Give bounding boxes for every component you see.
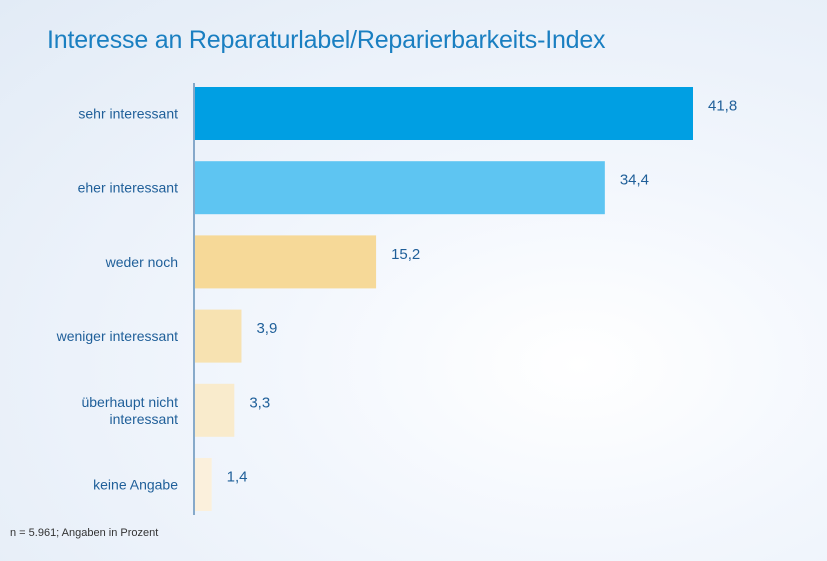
bar — [195, 235, 377, 289]
value-label: 41,8 — [708, 98, 737, 115]
value-label: 1,4 — [227, 469, 248, 486]
value-label: 3,9 — [256, 320, 277, 337]
bar — [195, 161, 605, 215]
category-label: sehr interessant — [78, 106, 178, 122]
category-label: weniger interessant — [56, 328, 179, 344]
value-label: 34,4 — [620, 172, 649, 189]
bar — [195, 87, 693, 140]
category-label: weder noch — [105, 254, 178, 270]
bar — [195, 309, 242, 363]
value-label: 15,2 — [391, 246, 420, 263]
category-label: keine Angabe — [93, 477, 178, 493]
footnote: n = 5.961; Angaben in Prozent — [10, 527, 159, 539]
chart-title: Interesse an Reparaturlabel/Reparierbark… — [47, 26, 606, 54]
category-label: eher interessant — [78, 180, 179, 196]
bar — [195, 458, 212, 511]
value-label: 3,3 — [249, 394, 270, 411]
category-label: überhaupt nicht interessant — [81, 394, 178, 427]
bar — [195, 383, 235, 437]
